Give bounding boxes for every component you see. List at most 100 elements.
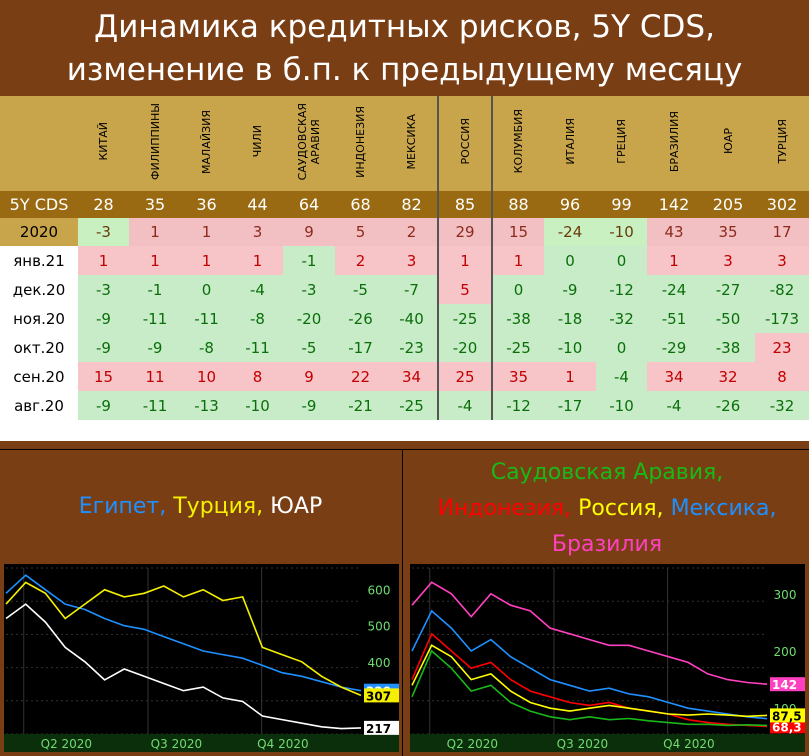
change-value: -38 [701,333,755,362]
legend-turkey: Турция, [173,493,264,519]
change-value: -5 [283,333,335,362]
row-label: 2020 [0,218,78,246]
month-row: янв.21 1 1 1 1 -1 2 3 1 1 0 0 1 3 3 [0,246,809,275]
series-line-russia [411,644,768,718]
cds-value: 96 [544,191,596,218]
country-name: РОССИЯ [458,118,472,165]
change-value: 0 [491,275,544,304]
change-value: 43 [647,218,701,246]
cds-table: КИТАЙ ФИЛИППИНЫ МАЛАЙЗИЯ ЧИЛИ САУДОВСКАЯ АРА… [0,96,809,441]
change-value: -9 [283,391,335,420]
change-value: 25 [437,362,492,391]
change-value: 9 [283,362,335,391]
change-value: -12 [491,391,544,420]
change-value: 1 [129,218,181,246]
y-tick-label: 500 [368,620,391,634]
row-label: дек.20 [0,275,78,304]
legend-sar: ЮАР [270,493,323,519]
change-value: 15 [491,218,544,246]
change-value: 5 [335,218,386,246]
change-value: -9 [544,275,596,304]
country-name: КОЛУМБИЯ [512,109,525,174]
change-value: -20 [437,333,492,362]
change-value: -82 [755,275,809,304]
change-value: 0 [181,275,232,304]
end-label: 68,3 [772,720,802,734]
change-value: -25 [437,304,492,333]
country-name: МАЛАЙЗИЯ [200,109,213,174]
change-value: -27 [701,275,755,304]
month-row: ноя.20 -9 -11 -11 -8 -20 -26 -40 -25 -38 -18 -32 -51… [0,304,809,333]
change-value: 0 [596,246,647,275]
change-value: -3 [78,218,129,246]
change-value: -173 [755,304,809,333]
month-row: окт.20 -9 -9 -8 -11 -5 -17 -23 -20 -25 -10 0 -29 -38 2… [0,333,809,362]
legend-indonesia: Индонезия, [437,496,572,521]
change-value: -32 [755,391,809,420]
change-value: 10 [181,362,232,391]
header-corner [0,96,78,191]
end-label-box [770,677,805,692]
change-value: 17 [755,218,809,246]
change-value: -21 [335,391,386,420]
change-value: -4 [647,391,701,420]
cds-value: 85 [437,191,492,218]
title-line-2: изменение в б.п. к предыдущему месяцу [66,52,743,88]
change-value: 3 [232,218,283,246]
change-value: -1 [129,275,181,304]
change-value: 1 [437,246,492,275]
change-value: 34 [386,362,438,391]
y-tick-label: 600 [368,584,391,598]
change-value: 29 [437,218,492,246]
right-chart-legend: Саудовская Аравия, Индонезия, Россия, Ме… [405,449,809,563]
change-value: 22 [335,362,386,391]
change-value: -51 [647,304,701,333]
change-value: -50 [701,304,755,333]
change-value: 1 [181,246,232,275]
country-name: БРАЗИЛИЯ [667,110,681,173]
change-value: 0 [544,246,596,275]
change-value: -11 [232,333,283,362]
change-value: -32 [596,304,647,333]
x-tick-label: Q2 2020 [41,737,92,751]
change-value: -26 [335,304,386,333]
change-value: -25 [386,391,438,420]
change-value: 3 [755,246,809,275]
country-header: БРАЗИЛИЯ [647,96,701,191]
country-header: ЧИЛИ [232,96,283,191]
x-tick-label: Q3 2020 [151,737,202,751]
change-value: 2 [335,246,386,275]
cds-value: 28 [78,191,129,218]
change-value: -9 [78,304,129,333]
change-value: -4 [232,275,283,304]
end-label: 307 [366,689,391,703]
country-header: ЮАР [701,96,755,191]
change-value: 2 [386,218,438,246]
change-value: -8 [232,304,283,333]
country-header: ИТАЛИЯ [544,96,596,191]
cds-value: 205 [701,191,755,218]
cds-value: 64 [283,191,335,218]
series-line-sar [5,603,362,730]
page-title: Динамика кредитных рисков, 5Y CDS, измен… [0,0,809,96]
cds-value: 44 [232,191,283,218]
country-header: КОЛУМБИЯ [491,96,544,191]
change-value: 32 [701,362,755,391]
country-header: ТУРЦИЯ [755,96,809,191]
change-value: -10 [232,391,283,420]
cds-value: 142 [647,191,701,218]
change-value: 1 [78,246,129,275]
y-tick-label: 400 [368,656,391,670]
cds-value: 99 [596,191,647,218]
change-value: -10 [596,218,647,246]
country-header: МАЛАЙЗИЯ [181,96,232,191]
change-value: -25 [491,333,544,362]
change-value: 8 [232,362,283,391]
change-value: 1 [232,246,283,275]
change-value: 5 [437,275,492,304]
country-header: МЕКСИКА [386,96,438,191]
change-value: 1 [544,362,596,391]
month-row: авг.20 -9 -11 -13 -10 -9 -21 -25 -4 -12 -17 -10 -4 -2… [0,391,809,420]
change-value: -11 [129,304,181,333]
